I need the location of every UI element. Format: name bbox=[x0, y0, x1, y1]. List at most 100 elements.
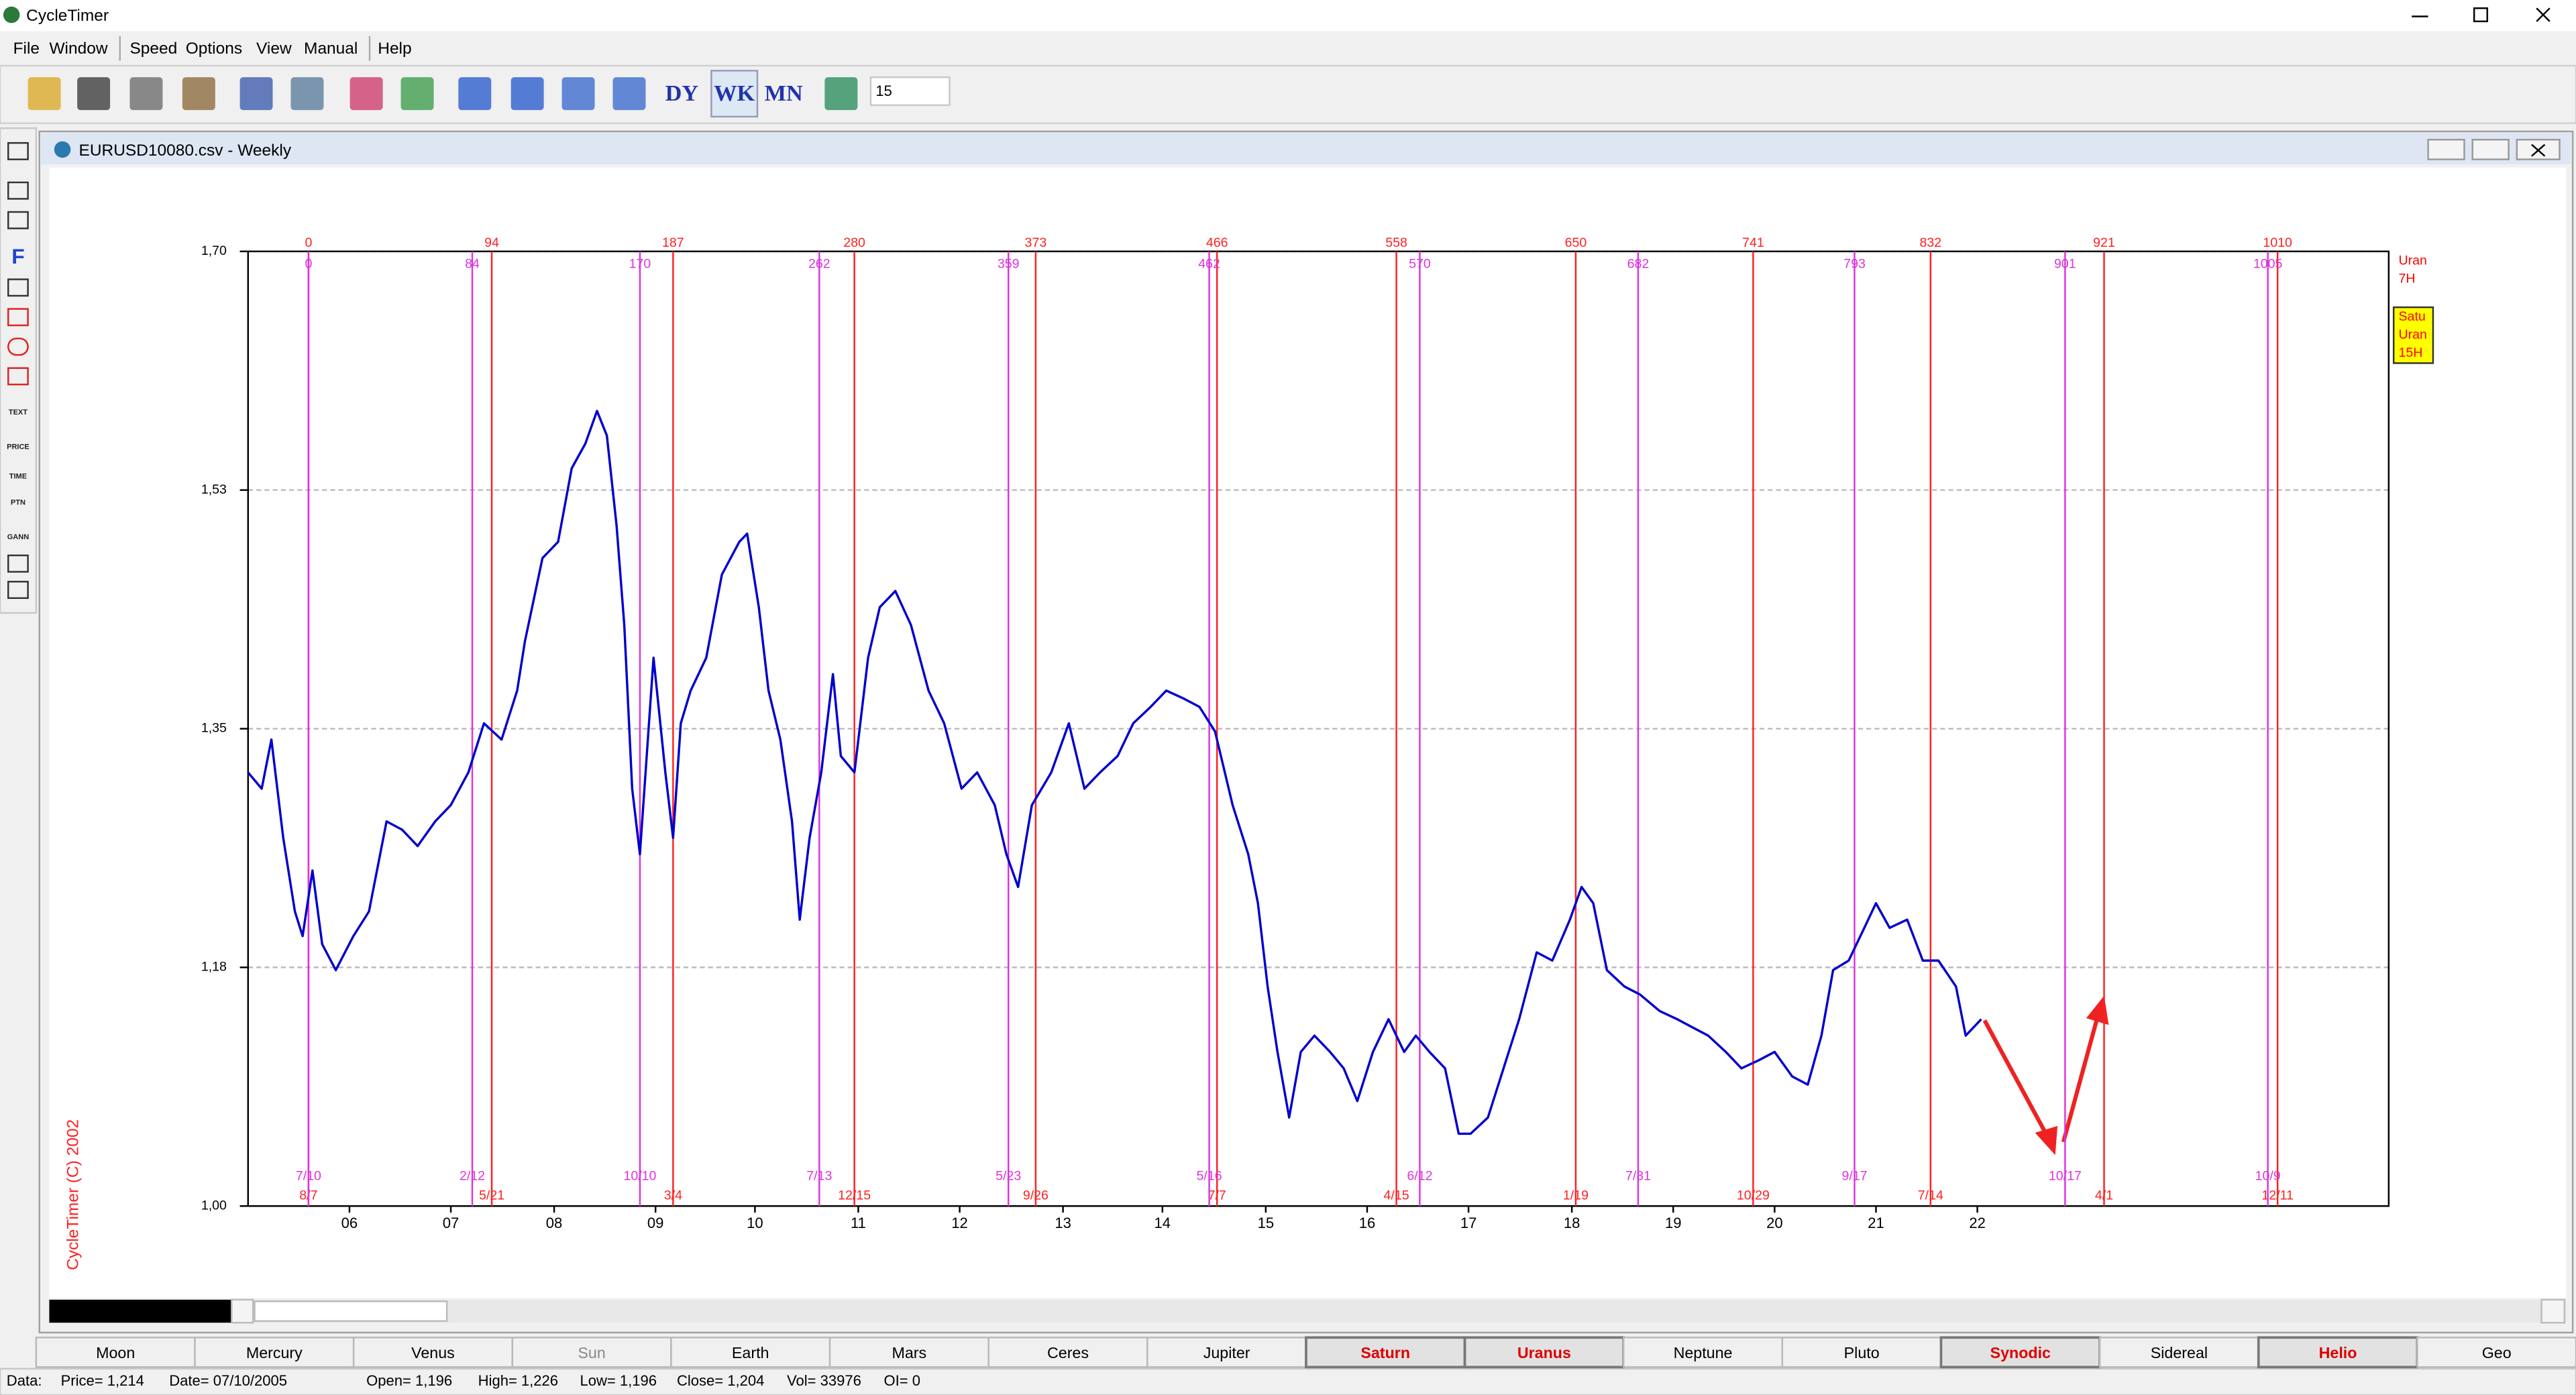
scroll-right[interactable] bbox=[2540, 1298, 2566, 1324]
tab-label[interactable]: Sidereal bbox=[2151, 1344, 2208, 1361]
tab[interactable] bbox=[987, 1337, 1148, 1368]
cycle-count: 466 bbox=[1206, 235, 1228, 250]
cycle-date: 4/15 bbox=[1384, 1188, 1409, 1203]
tool-icon bbox=[7, 181, 29, 200]
tab-label[interactable]: Earth bbox=[732, 1344, 769, 1361]
toolbar-icon-label[interactable]: MN bbox=[765, 80, 803, 106]
restore-button[interactable] bbox=[2473, 7, 2488, 23]
toolbar-icon-label[interactable]: DY bbox=[665, 80, 699, 106]
input-box[interactable] bbox=[869, 76, 951, 107]
tab[interactable] bbox=[828, 1337, 989, 1368]
child-restore[interactable] bbox=[2471, 139, 2510, 160]
cycle-date: 7/7 bbox=[1208, 1188, 1226, 1203]
cycle-count: 650 bbox=[1565, 235, 1587, 250]
y-tick-label: 1,70 bbox=[201, 243, 227, 258]
cycle-date: 12/11 bbox=[2261, 1188, 2294, 1203]
cycle-count: 921 bbox=[2093, 235, 2115, 250]
scroll-black bbox=[49, 1299, 232, 1323]
tool-label[interactable]: TIME bbox=[9, 472, 27, 480]
tab[interactable] bbox=[1622, 1337, 1784, 1368]
close-button[interactable] bbox=[2536, 7, 2551, 22]
tab-label[interactable]: Mars bbox=[892, 1344, 927, 1361]
chart-window-icon bbox=[54, 141, 71, 158]
child-minimize[interactable] bbox=[2427, 139, 2465, 160]
tab[interactable] bbox=[670, 1337, 831, 1368]
y-tick-label: 1,35 bbox=[201, 721, 227, 736]
tool-label[interactable]: F bbox=[11, 244, 24, 268]
status-item: Vol= 33976 bbox=[787, 1372, 861, 1389]
tool-icon bbox=[7, 554, 29, 573]
menu-item[interactable]: File bbox=[13, 40, 40, 58]
toolbar bbox=[0, 64, 2576, 124]
scrollbar[interactable] bbox=[49, 1299, 2567, 1323]
tab[interactable] bbox=[1781, 1337, 1942, 1368]
tab-label[interactable]: Helio bbox=[2319, 1344, 2357, 1361]
cycle-date: 10/9 bbox=[2255, 1168, 2281, 1183]
tab-label[interactable]: Sun bbox=[578, 1344, 605, 1361]
tab-label[interactable]: Geo bbox=[2482, 1344, 2512, 1361]
menu-item[interactable]: Manual bbox=[304, 40, 358, 58]
cycle-count: 1005 bbox=[2253, 257, 2283, 272]
forecast-arrow-up bbox=[2061, 1015, 2100, 1143]
tab-label[interactable]: Moon bbox=[96, 1344, 135, 1361]
tab[interactable] bbox=[1146, 1337, 1307, 1368]
tab-label[interactable]: Uranus bbox=[1517, 1344, 1571, 1361]
toolbar-icon bbox=[561, 77, 595, 111]
status-label: Data: bbox=[7, 1372, 42, 1389]
copyright: CycleTimer (C) 2002 bbox=[64, 1119, 83, 1270]
tab[interactable] bbox=[352, 1337, 513, 1368]
cycle-date: 7/14 bbox=[1918, 1188, 1943, 1203]
tool-label[interactable]: GANN bbox=[7, 533, 29, 541]
x-tick-label: 20 bbox=[1766, 1215, 1783, 1231]
legend-text: Satu bbox=[2399, 309, 2426, 324]
cycle-date: 7/13 bbox=[806, 1168, 832, 1183]
x-tick-label: 10 bbox=[747, 1215, 763, 1231]
tab-label[interactable]: Synodic bbox=[1990, 1344, 2051, 1361]
toolbar-icon bbox=[239, 77, 273, 111]
cycle-count: 359 bbox=[998, 257, 1020, 272]
tab[interactable] bbox=[194, 1337, 355, 1368]
tab-label[interactable]: Ceres bbox=[1047, 1344, 1089, 1361]
tool-label[interactable]: TEXT bbox=[9, 408, 28, 416]
tab-label[interactable]: Mercury bbox=[246, 1344, 303, 1361]
plot-frame bbox=[247, 250, 2390, 1207]
cycle-count: 0 bbox=[305, 235, 312, 250]
menu-item[interactable]: Speed bbox=[129, 40, 177, 58]
tab-label[interactable]: Neptune bbox=[1674, 1344, 1733, 1361]
tab-label[interactable]: Jupiter bbox=[1203, 1344, 1250, 1361]
tab[interactable] bbox=[1939, 1336, 2101, 1369]
toolbar-icon bbox=[290, 77, 324, 111]
cycle-date: 10/29 bbox=[1737, 1188, 1770, 1203]
cycle-date: 10/17 bbox=[2049, 1168, 2082, 1183]
x-tick-label: 22 bbox=[1969, 1215, 1986, 1231]
tool-icon bbox=[7, 581, 29, 600]
tab[interactable] bbox=[1305, 1336, 1466, 1369]
tool-palette bbox=[0, 127, 38, 614]
menu-item[interactable]: Options bbox=[186, 40, 242, 58]
toolbar-icon bbox=[28, 77, 61, 111]
menu-item[interactable]: Help bbox=[378, 40, 411, 58]
tool-label[interactable]: PRICE bbox=[7, 443, 30, 451]
toolbar-icon-label[interactable]: WK bbox=[714, 80, 755, 106]
status-item: High= 1,226 bbox=[478, 1372, 558, 1389]
cycle-count: 793 bbox=[1843, 257, 1866, 272]
scroll-thumb[interactable] bbox=[254, 1300, 448, 1322]
cycle-date: 1/19 bbox=[1563, 1188, 1589, 1203]
cycle-count: 0 bbox=[305, 257, 312, 272]
tool-icon bbox=[7, 308, 29, 327]
menu-item[interactable]: Window bbox=[49, 40, 107, 58]
menu-item[interactable]: View bbox=[256, 40, 292, 58]
input-value[interactable]: 15 bbox=[875, 82, 892, 99]
cycle-date: 9/17 bbox=[1841, 1168, 1867, 1183]
tab[interactable] bbox=[2416, 1337, 2576, 1368]
tab-label[interactable]: Saturn bbox=[1360, 1344, 1410, 1361]
cycle-count: 558 bbox=[1385, 235, 1407, 250]
scroll-left[interactable] bbox=[231, 1298, 254, 1324]
cycle-count: 1010 bbox=[2263, 235, 2292, 250]
tab-label[interactable]: Pluto bbox=[1844, 1344, 1880, 1361]
x-tick-label: 11 bbox=[851, 1215, 866, 1231]
tab-label[interactable]: Venus bbox=[411, 1344, 455, 1361]
tab[interactable] bbox=[2098, 1337, 2259, 1368]
toolbar-button[interactable] bbox=[710, 70, 759, 118]
tool-label[interactable]: PTN bbox=[11, 499, 25, 507]
